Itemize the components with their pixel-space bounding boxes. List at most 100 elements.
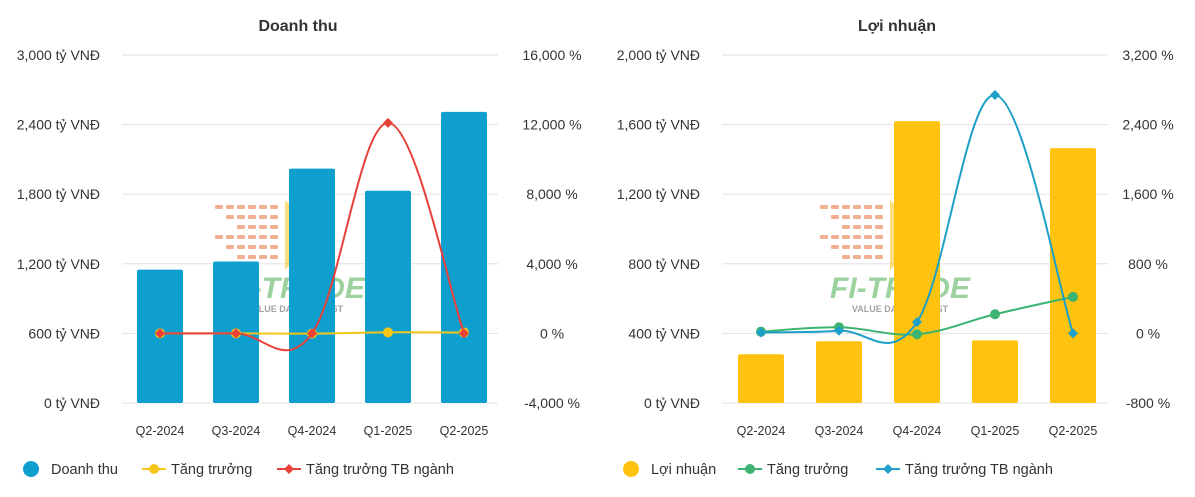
- watermark-dot: [875, 205, 883, 209]
- bar-Q2-2024[interactable]: [738, 354, 784, 403]
- series-point[interactable]: [155, 328, 165, 339]
- bar-Q4-2024[interactable]: [894, 121, 940, 404]
- watermark-dot: [270, 225, 278, 229]
- watermark-dot: [259, 205, 267, 209]
- x-tick-label: Q4-2024: [288, 424, 337, 438]
- y-left-tick-label: 800 tỷ VNĐ: [628, 256, 700, 272]
- y-right-tick-label: 0 %: [540, 325, 564, 341]
- bar-Q3-2024[interactable]: [816, 341, 862, 403]
- series-point[interactable]: [1068, 328, 1078, 339]
- chart-title: Lợi nhuận: [858, 18, 936, 35]
- y-left-tick-label: 1,200 tỷ VNĐ: [17, 256, 100, 272]
- legend-item[interactable]: Lợi nhuận: [623, 461, 716, 478]
- watermark-dot: [831, 215, 839, 219]
- watermark-dot: [259, 225, 267, 229]
- series-point[interactable]: [383, 117, 393, 128]
- legend-label: Lợi nhuận: [651, 462, 716, 478]
- legend-label: Tăng trưởng: [171, 462, 252, 478]
- bar-Q1-2025[interactable]: [972, 340, 1018, 403]
- watermark-dot: [248, 215, 256, 219]
- watermark-dot: [237, 225, 245, 229]
- watermark-dot: [270, 235, 278, 239]
- watermark-dot: [237, 205, 245, 209]
- watermark-dot: [270, 245, 278, 249]
- watermark-dot: [864, 205, 872, 209]
- y-right-tick-label: 3,200 %: [1122, 47, 1173, 63]
- y-right-tick-label: 8,000 %: [526, 186, 577, 202]
- watermark-dot: [853, 205, 861, 209]
- series-point[interactable]: [231, 328, 241, 339]
- watermark-dot: [248, 245, 256, 249]
- series-point[interactable]: [459, 328, 469, 339]
- series-point[interactable]: [756, 327, 766, 338]
- watermark-dot: [864, 225, 872, 229]
- series-point[interactable]: [990, 309, 1000, 320]
- x-tick-label: Q3-2024: [212, 424, 261, 438]
- watermark-dot: [237, 235, 245, 239]
- watermark-dot: [259, 235, 267, 239]
- legend-item[interactable]: Doanh thu: [23, 461, 118, 478]
- y-right-tick-label: 1,600 %: [1122, 186, 1173, 202]
- y-right-tick-label: -800 %: [1126, 395, 1170, 411]
- profit-chart: Lợi nhuận 0 tỷ VNĐ -800 % 400 tỷ VNĐ 0 % 800 …: [598, 0, 1195, 497]
- watermark-dot: [864, 235, 872, 239]
- watermark-dot: [831, 205, 839, 209]
- y-right-tick-label: 2,400 %: [1122, 117, 1173, 133]
- y-right-tick-label: 12,000 %: [522, 117, 581, 133]
- series-point[interactable]: [990, 90, 1000, 101]
- watermark-dot: [842, 255, 850, 259]
- legend-marker: [23, 461, 39, 477]
- y-left-tick-label: 600 tỷ VNĐ: [28, 325, 100, 341]
- watermark-dot: [842, 215, 850, 219]
- y-left-tick-label: 2,000 tỷ VNĐ: [617, 47, 700, 63]
- watermark-dot: [259, 255, 267, 259]
- watermark-dot: [237, 255, 245, 259]
- watermark-dot: [842, 205, 850, 209]
- watermark-dot: [842, 225, 850, 229]
- series-point[interactable]: [912, 317, 922, 328]
- watermark-dot: [842, 245, 850, 249]
- y-left-tick-label: 1,200 tỷ VNĐ: [617, 186, 700, 202]
- y-left-tick-label: 2,400 tỷ VNĐ: [17, 117, 100, 133]
- legend-label: Tăng trưởng: [767, 462, 848, 478]
- x-tick-label: Q2-2024: [737, 424, 786, 438]
- watermark-dot: [259, 245, 267, 249]
- series-point[interactable]: [1068, 291, 1078, 302]
- watermark-dot: [248, 255, 256, 259]
- watermark-dot: [215, 235, 223, 239]
- watermark-dot: [875, 225, 883, 229]
- watermark-dot: [226, 205, 234, 209]
- series-point[interactable]: [912, 329, 922, 340]
- bar-Q1-2025[interactable]: [365, 190, 411, 403]
- y-right-tick-label: 800 %: [1128, 256, 1168, 272]
- x-tick-label: Q3-2024: [815, 424, 864, 438]
- watermark-dot: [831, 245, 839, 249]
- watermark-dot: [248, 205, 256, 209]
- watermark-dot: [226, 215, 234, 219]
- series-point[interactable]: [383, 327, 393, 338]
- chart-title: Doanh thu: [258, 18, 337, 35]
- legend-item[interactable]: Tăng trưởng: [142, 462, 252, 478]
- bar-Q2-2025[interactable]: [1050, 148, 1096, 403]
- y-left-tick-label: 0 tỷ VNĐ: [44, 395, 100, 411]
- revenue-chart: Doanh thu 0 tỷ VNĐ -4,000 % 600 tỷ VNĐ 0 % 1,…: [0, 0, 597, 497]
- y-left-tick-label: 3,000 tỷ VNĐ: [17, 47, 100, 63]
- series-point[interactable]: [834, 325, 844, 336]
- y-left-tick-label: 1,800 tỷ VNĐ: [17, 186, 100, 202]
- legend-item[interactable]: Tăng trưởng: [738, 462, 848, 478]
- watermark-dot: [875, 215, 883, 219]
- y-right-tick-label: -4,000 %: [524, 395, 580, 411]
- watermark-dot: [875, 245, 883, 249]
- watermark-dot: [259, 215, 267, 219]
- legend-item[interactable]: Tăng trưởng TB ngành: [876, 462, 1053, 478]
- series-point[interactable]: [307, 328, 317, 339]
- legend-item[interactable]: Tăng trưởng TB ngành: [277, 462, 454, 478]
- watermark-dot: [875, 255, 883, 259]
- watermark-dot: [864, 255, 872, 259]
- watermark-dot: [226, 235, 234, 239]
- watermark-dot: [875, 235, 883, 239]
- bar-Q4-2024[interactable]: [289, 168, 335, 403]
- legend-label: Tăng trưởng TB ngành: [905, 462, 1053, 478]
- bar-Q2-2025[interactable]: [441, 111, 487, 403]
- y-right-tick-label: 0 %: [1136, 325, 1160, 341]
